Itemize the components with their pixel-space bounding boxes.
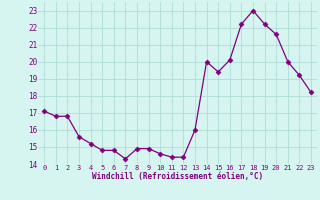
X-axis label: Windchill (Refroidissement éolien,°C): Windchill (Refroidissement éolien,°C) <box>92 172 263 181</box>
